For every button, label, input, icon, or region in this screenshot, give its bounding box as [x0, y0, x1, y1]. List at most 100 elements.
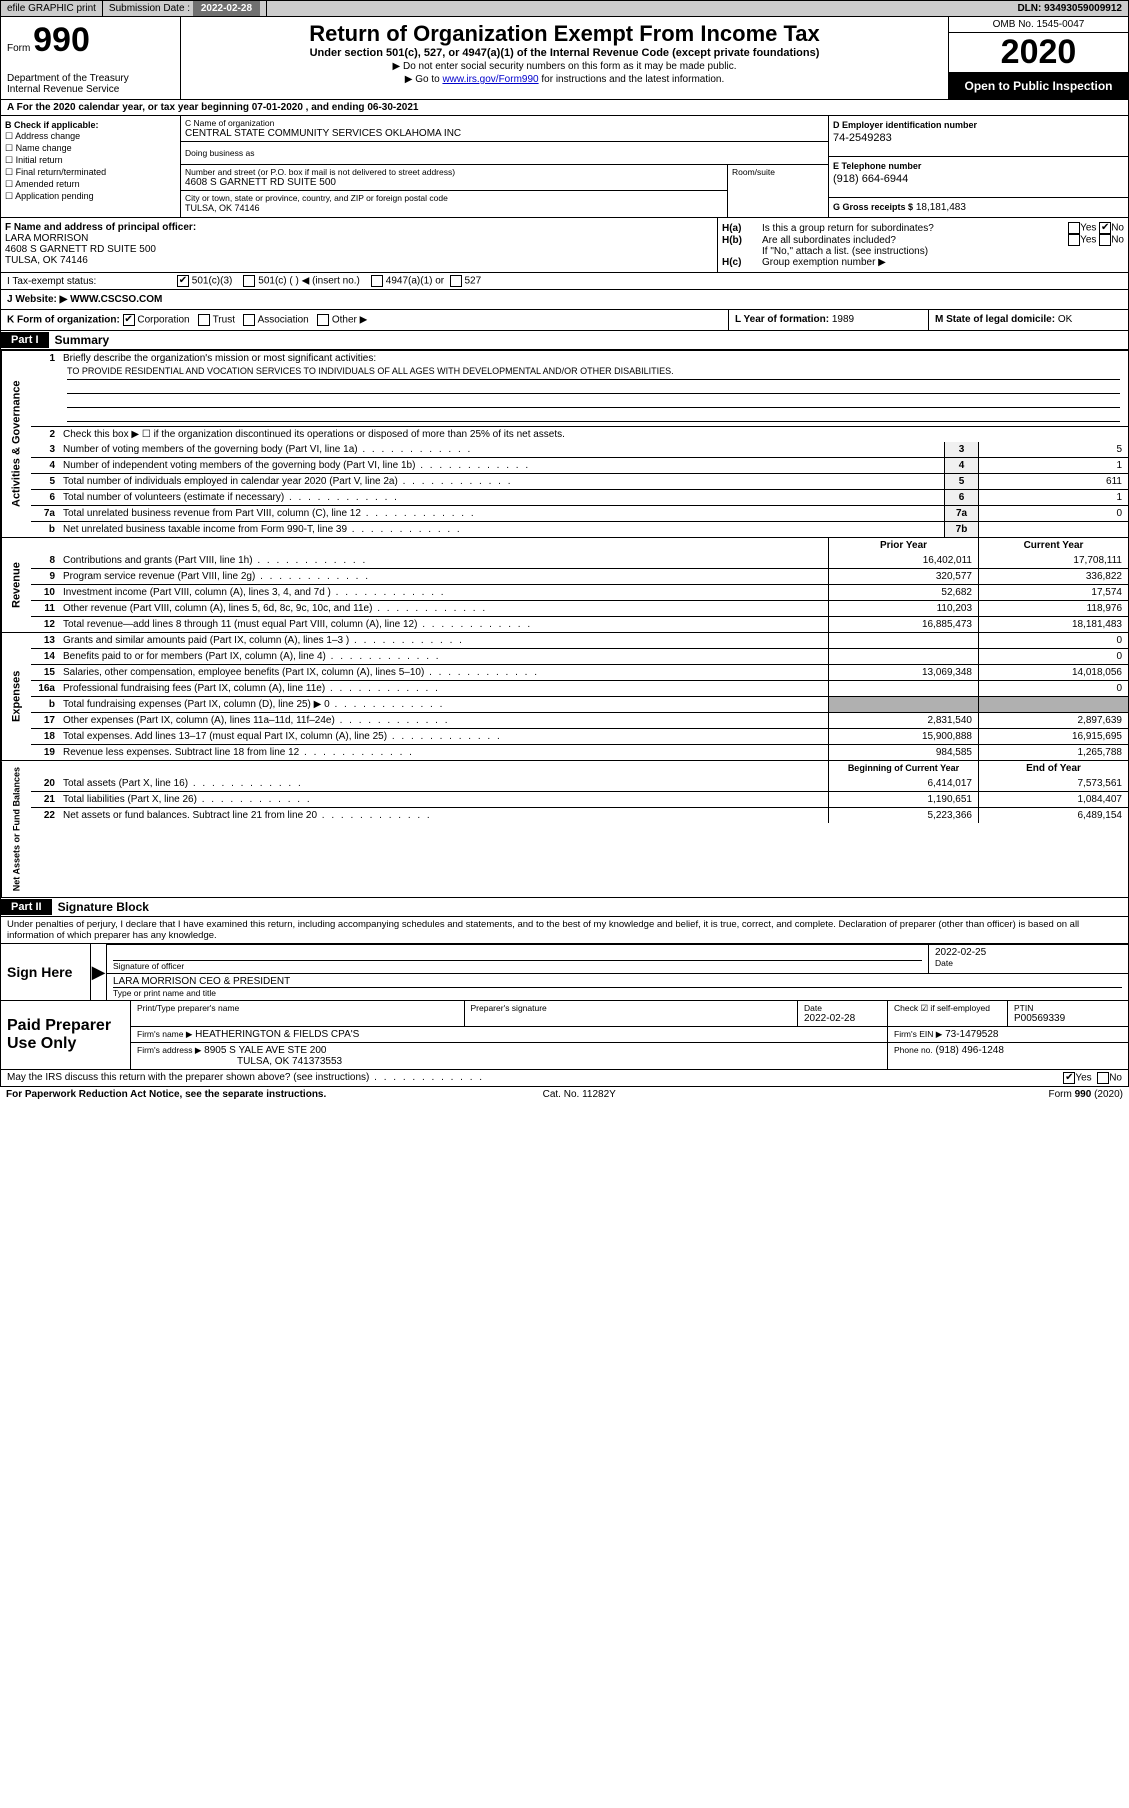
form990-link[interactable]: www.irs.gov/Form990: [442, 74, 538, 85]
chk-501c[interactable]: [243, 275, 255, 287]
discuss-yn[interactable]: ✔Yes No: [1063, 1072, 1122, 1084]
opt-trust: Trust: [213, 315, 235, 326]
f-label: F Name and address of principal officer:: [5, 222, 713, 233]
chk-final-return-label: Final return/terminated: [16, 167, 107, 177]
discuss-question: May the IRS discuss this return with the…: [7, 1072, 484, 1084]
discuss-row: May the IRS discuss this return with the…: [0, 1070, 1129, 1087]
col-current-year: Current Year: [978, 538, 1128, 553]
h-b-note: If "No," attach a list. (see instruction…: [722, 246, 1124, 257]
col-h: H(a)Is this a group return for subordina…: [718, 218, 1128, 272]
dln-label: DLN:: [1017, 3, 1041, 14]
tax-year: 2020: [949, 33, 1128, 73]
mission-text: TO PROVIDE RESIDENTIAL AND VOCATION SERV…: [67, 366, 1120, 380]
submission-date-label: Submission Date :: [109, 3, 190, 14]
chk-initial-return[interactable]: ☐ Initial return: [5, 155, 176, 166]
firm-addr-label: Firm's address ▶: [137, 1045, 201, 1055]
header-right: OMB No. 1545-0047 2020 Open to Public In…: [948, 17, 1128, 99]
c-name-label: C Name of organization: [185, 118, 824, 128]
row-i-tax-status: I Tax-exempt status: ✔ 501(c)(3) 501(c) …: [0, 273, 1129, 290]
part-ii-title: Signature Block: [52, 898, 155, 916]
line-9: 9 Program service revenue (Part VIII, li…: [31, 568, 1128, 584]
officer-city: TULSA, OK 74146: [5, 255, 713, 266]
org-name: CENTRAL STATE COMMUNITY SERVICES OKLAHOM…: [185, 128, 824, 139]
firm-name: HEATHERINGTON & FIELDS CPA'S: [195, 1029, 359, 1040]
efile-label: efile GRAPHIC print: [1, 1, 103, 16]
section-revenue: Revenue Prior Year Current Year 8 Contri…: [0, 538, 1129, 633]
self-employed-label[interactable]: Check ☑ if self-employed: [894, 1003, 1001, 1014]
officer-name: LARA MORRISON: [5, 233, 713, 244]
org-street: 4608 S GARNETT RD SUITE 500: [185, 177, 723, 188]
ein-value: 74-2549283: [833, 132, 1124, 144]
row-j-website: J Website: ▶ WWW.CSCSO.COM: [0, 290, 1129, 310]
tel-label: E Telephone number: [833, 161, 1124, 171]
sign-name-title: LARA MORRISON CEO & PRESIDENT: [113, 976, 1122, 988]
col-c-org: C Name of organization CENTRAL STATE COM…: [181, 116, 828, 217]
paid-preparer-label: Paid Preparer Use Only: [1, 1001, 131, 1069]
row-fh: F Name and address of principal officer:…: [0, 218, 1129, 273]
section-expenses: Expenses 13 Grants and similar amounts p…: [0, 633, 1129, 761]
gross-label: G Gross receipts $: [833, 202, 913, 212]
chk-address-change[interactable]: ☐ Address change: [5, 131, 176, 142]
ptin-label: PTIN: [1014, 1003, 1122, 1013]
firm-name-label: Firm's name ▶: [137, 1029, 192, 1039]
i-label: I Tax-exempt status:: [7, 276, 177, 287]
line-6: 6 Total number of volunteers (estimate i…: [31, 489, 1128, 505]
chk-amended-return-label: Amended return: [15, 179, 80, 189]
side-label-exp: Expenses: [1, 633, 31, 760]
chk-name-change[interactable]: ☐ Name change: [5, 143, 176, 154]
line-13: 13 Grants and similar amounts paid (Part…: [31, 633, 1128, 648]
l-label: L Year of formation:: [735, 314, 829, 325]
website-value: WWW.CSCSO.COM: [70, 294, 162, 305]
h-b-yn[interactable]: Yes No: [1068, 234, 1124, 246]
chk-corp[interactable]: ✔: [123, 314, 135, 326]
firm-ein-label: Firm's EIN ▶: [894, 1029, 942, 1039]
chk-final-return[interactable]: ☐ Final return/terminated: [5, 167, 176, 178]
line-17: 17 Other expenses (Part IX, column (A), …: [31, 712, 1128, 728]
chk-4947[interactable]: [371, 275, 383, 287]
line-12: 12 Total revenue—add lines 8 through 11 …: [31, 616, 1128, 632]
firm-addr2: TULSA, OK 741373553: [237, 1056, 342, 1067]
h-a-yn[interactable]: Yes ✔No: [1068, 222, 1124, 234]
top-bar: efile GRAPHIC print Submission Date : 20…: [0, 0, 1129, 17]
org-city: TULSA, OK 74146: [185, 203, 723, 213]
chk-amended-return[interactable]: ☐ Amended return: [5, 179, 176, 190]
line-b: b Total fundraising expenses (Part IX, c…: [31, 696, 1128, 712]
chk-trust[interactable]: [198, 314, 210, 326]
dln: DLN: 93493059009912: [1011, 1, 1128, 16]
line-21: 21 Total liabilities (Part X, line 26) 1…: [31, 791, 1128, 807]
part-i-tag: Part I: [1, 332, 49, 348]
col-begin-year: Beginning of Current Year: [828, 761, 978, 776]
header-center: Return of Organization Exempt From Incom…: [181, 17, 948, 99]
tel-value: (918) 664-6944: [833, 173, 1124, 185]
side-label-net: Net Assets or Fund Balances: [1, 761, 31, 897]
note-link-prefix: Go to: [415, 74, 442, 85]
form-subtitle: Under section 501(c), 527, or 4947(a)(1)…: [191, 47, 938, 59]
line-18: 18 Total expenses. Add lines 13–17 (must…: [31, 728, 1128, 744]
col-prior-year: Prior Year: [828, 538, 978, 553]
chk-application-pending[interactable]: ☐ Application pending: [5, 191, 176, 202]
side-label-rev: Revenue: [1, 538, 31, 632]
opt-4947: 4947(a)(1) or: [386, 276, 444, 287]
chk-527[interactable]: [450, 275, 462, 287]
opt-corp: Corporation: [137, 315, 189, 326]
opt-other: Other ▶: [332, 315, 367, 326]
form-title: Return of Organization Exempt From Incom…: [191, 21, 938, 47]
col-end-year: End of Year: [978, 761, 1128, 776]
chk-assoc[interactable]: [243, 314, 255, 326]
chk-other[interactable]: [317, 314, 329, 326]
chk-501c3[interactable]: ✔: [177, 275, 189, 287]
col-f-officer: F Name and address of principal officer:…: [1, 218, 718, 272]
sign-arrow-icon: ▶: [91, 944, 107, 1000]
line-14: 14 Benefits paid to or for members (Part…: [31, 648, 1128, 664]
chk-application-pending-label: Application pending: [15, 191, 94, 201]
page-footer: For Paperwork Reduction Act Notice, see …: [0, 1087, 1129, 1102]
submission-date: Submission Date : 2022-02-28: [103, 1, 267, 16]
part-i: Part I Summary: [0, 331, 1129, 351]
line-5: 5 Total number of individuals employed i…: [31, 473, 1128, 489]
m-label: M State of legal domicile:: [935, 314, 1055, 325]
line-7a: 7a Total unrelated business revenue from…: [31, 505, 1128, 521]
form-number: 990: [33, 21, 90, 59]
opt-assoc: Association: [258, 315, 309, 326]
i-options: ✔ 501(c)(3) 501(c) ( ) ◀ (insert no.) 49…: [177, 275, 1122, 287]
firm-phone: (918) 496-1248: [936, 1045, 1004, 1056]
